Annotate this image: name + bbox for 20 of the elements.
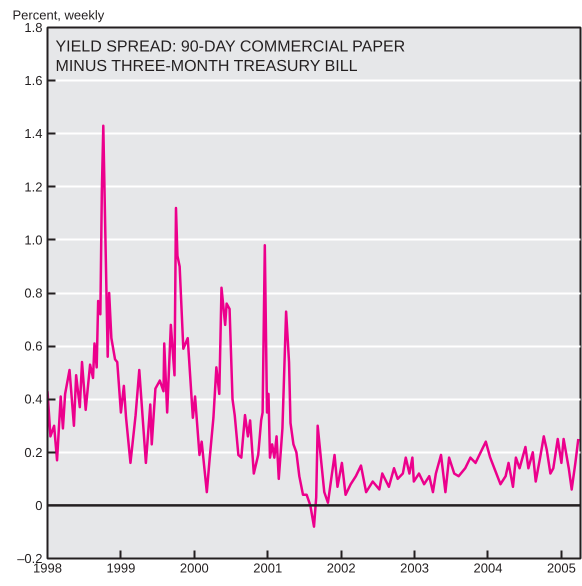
text: YIELD SPREAD: 90-DAY COMMERCIAL PAPER MINUS THREE-MONTH TREASURY BILL bbox=[56, 38, 406, 76]
y-tick-label: 0.8 bbox=[24, 286, 43, 300]
y-tick-label: 1.4 bbox=[24, 126, 43, 142]
x-tick-label: 2004 bbox=[474, 560, 502, 576]
x-tick-label: 2001 bbox=[253, 560, 282, 576]
line-series bbox=[48, 124, 580, 528]
x-tick-label: 2002 bbox=[326, 560, 356, 576]
y-tick-label: 0.4 bbox=[24, 392, 43, 407]
y-tick-label: 1.8 bbox=[24, 20, 43, 35]
y-tick-label: 1.0 bbox=[24, 232, 43, 248]
y-tick-label: 0.6 bbox=[24, 338, 43, 354]
y-axis-title: Percent, weekly bbox=[12, 8, 105, 22]
x-tick-label: 1999 bbox=[106, 560, 136, 576]
y-tick-label: 0.2 bbox=[24, 444, 43, 460]
y-tick-label: 0 bbox=[35, 498, 43, 513]
x-tick-label: 2003 bbox=[400, 560, 430, 576]
y-tick-label: 1.6 bbox=[24, 73, 43, 88]
y-tick-label: 1.2 bbox=[24, 179, 43, 194]
x-tick-label: 2000 bbox=[180, 560, 209, 576]
x-tick-label: 2005 bbox=[546, 560, 576, 576]
